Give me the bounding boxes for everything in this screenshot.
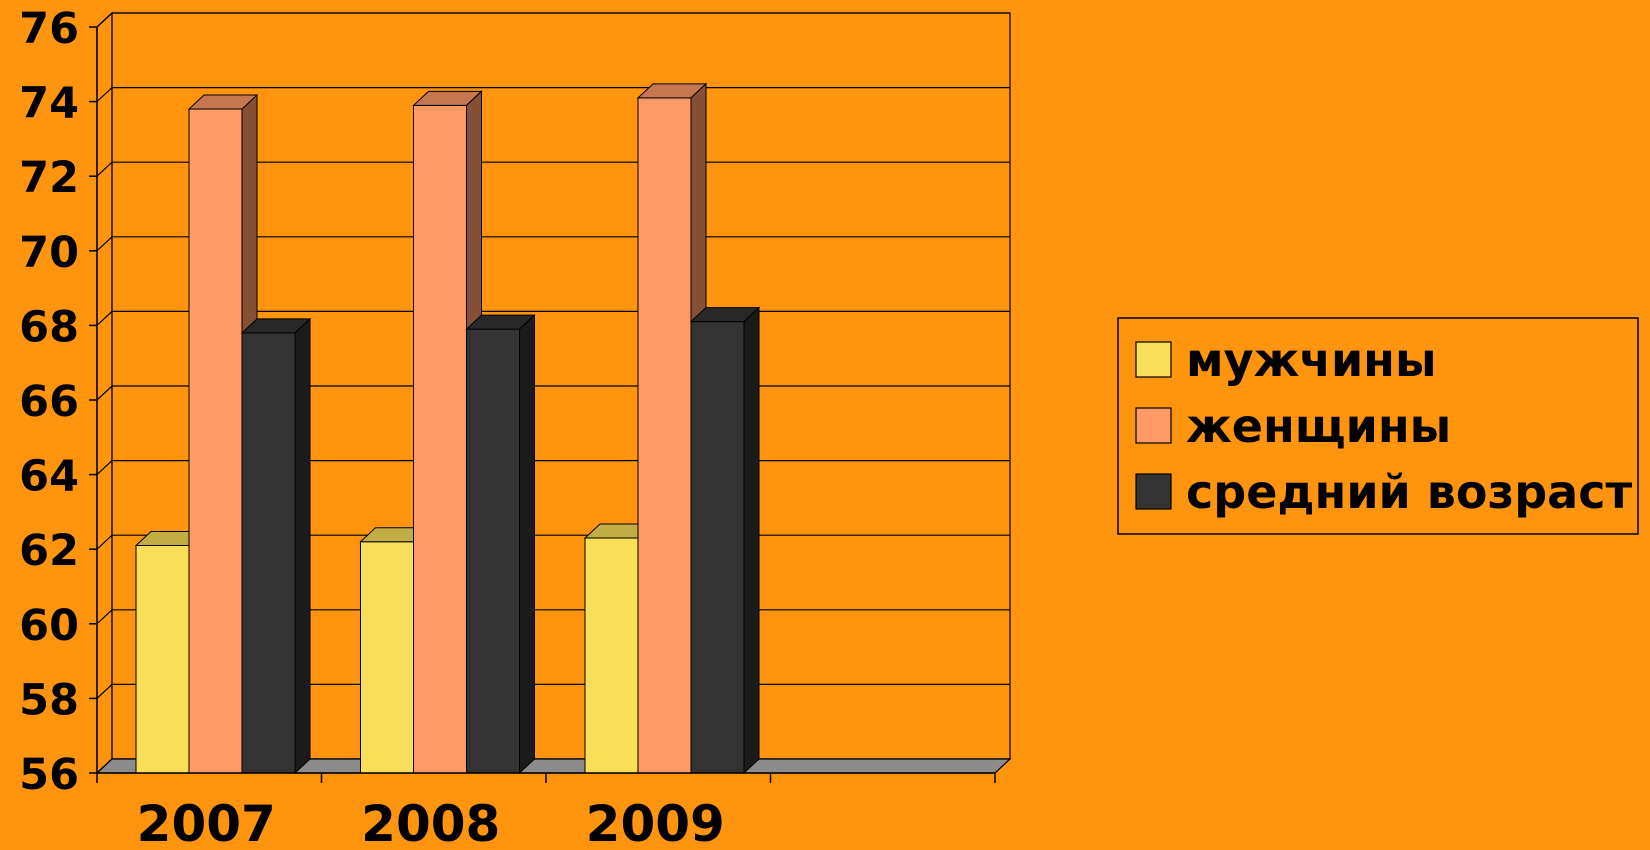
bar — [240, 317, 312, 775]
y-tick-label: 72 — [19, 153, 79, 203]
y-tick-label: 58 — [19, 675, 79, 725]
x-tick-label: 2009 — [586, 795, 725, 850]
gridline — [96, 86, 1010, 103]
y-tick-label: 74 — [19, 79, 79, 129]
bar-front — [637, 97, 692, 774]
legend-label: средний возраст — [1186, 465, 1632, 519]
bars — [134, 82, 761, 775]
bar — [689, 306, 761, 775]
bar-front — [584, 537, 639, 774]
y-tick-label: 68 — [19, 302, 79, 352]
legend-swatch — [1135, 407, 1172, 444]
y-tick-label: 56 — [19, 750, 79, 800]
bar-front — [360, 541, 414, 774]
bar-front — [241, 332, 296, 774]
y-tick-label: 70 — [19, 228, 79, 278]
x-tick-label: 2007 — [137, 795, 276, 850]
legend-label: женщины — [1186, 399, 1451, 453]
y-axis: 56 58 60 62 64 66 68 70 72 74 76 — [19, 4, 98, 800]
bar-front — [188, 108, 243, 774]
bar-front — [690, 321, 745, 774]
bar — [465, 313, 536, 775]
gridline — [96, 236, 1010, 252]
legend-label: мужчины — [1186, 333, 1437, 387]
y-tick-label: 60 — [19, 601, 79, 651]
bar-side — [743, 306, 760, 775]
legend-swatch — [1135, 473, 1172, 510]
bar-front — [466, 328, 520, 774]
legend-box — [1117, 317, 1639, 535]
x-tick-label: 2008 — [361, 795, 500, 850]
bar-front — [413, 104, 467, 774]
bar-front — [135, 544, 190, 774]
y-tick-label: 66 — [19, 377, 79, 427]
y-tick-label: 62 — [19, 526, 79, 576]
x-axis: 2007 2008 2009 — [96, 772, 996, 850]
y-tick-label: 64 — [19, 452, 79, 502]
legend: мужчины женщины средний возраст — [1117, 317, 1639, 535]
gridline — [96, 161, 1010, 177]
legend-swatch — [1135, 341, 1172, 378]
bar-side — [294, 317, 311, 775]
y-tick-label: 76 — [19, 4, 79, 54]
bar-side — [519, 313, 535, 775]
gridline — [96, 12, 1010, 28]
